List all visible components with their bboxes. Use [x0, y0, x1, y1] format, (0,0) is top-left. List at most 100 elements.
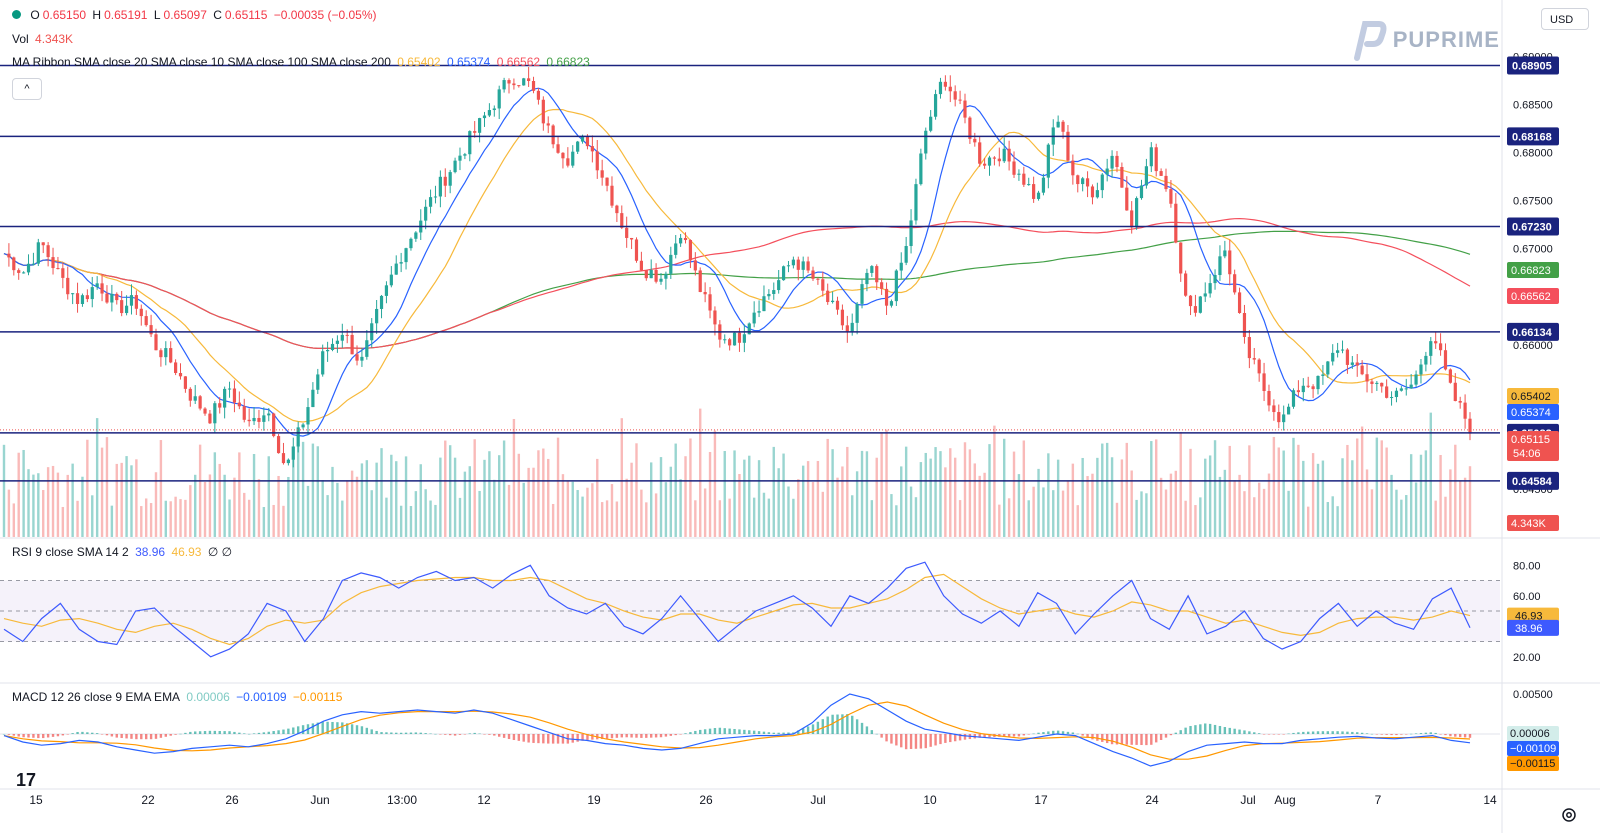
candle-body	[188, 388, 192, 401]
candle-body	[576, 141, 580, 152]
candle-body	[1184, 273, 1188, 296]
level-tag	[1507, 217, 1559, 236]
candle-body	[615, 205, 619, 214]
macd-histogram-bar	[17, 734, 20, 737]
volume-bar	[914, 497, 918, 537]
volume-bar	[1096, 457, 1099, 537]
macd-histogram-bar	[1454, 734, 1457, 737]
macd-histogram-bar	[929, 734, 932, 747]
macd-histogram-bar	[7, 734, 11, 735]
macd-histogram-bar	[292, 727, 295, 734]
macd-histogram-bar	[1223, 727, 1227, 734]
candle-body	[664, 273, 668, 279]
candle-body	[826, 290, 830, 303]
macd-histogram-bar	[380, 732, 383, 734]
volume-bar	[360, 463, 364, 537]
volume-bar	[1360, 426, 1364, 537]
candle-body	[208, 413, 212, 424]
volume-bar	[1194, 505, 1197, 537]
candle-body	[654, 269, 658, 282]
macd-histogram-value: 0.00006	[186, 690, 230, 704]
volume-bar	[988, 444, 991, 537]
macd-histogram-bar	[375, 730, 378, 734]
macd-histogram-bar	[174, 734, 177, 735]
volume-bar	[836, 477, 839, 537]
macd-histogram-bar	[395, 732, 398, 734]
level-tag-label: 0.68168	[1512, 131, 1552, 143]
macd-histogram-bar	[787, 732, 790, 734]
candle-body	[1443, 350, 1448, 370]
volume-bar	[1086, 476, 1089, 537]
candle-body	[1032, 184, 1036, 199]
volume-bar	[1356, 438, 1359, 537]
volume-bar	[223, 474, 226, 537]
macd-histogram-bar	[870, 730, 874, 734]
macd-histogram-bar	[1061, 731, 1065, 734]
volume-bar	[748, 455, 751, 537]
volume-bar	[1145, 493, 1148, 537]
candle-body	[345, 334, 349, 336]
volume-bar	[1052, 490, 1055, 537]
candle-body	[468, 131, 472, 155]
volume-bar	[458, 497, 462, 537]
volume-bar	[1351, 460, 1354, 537]
time-tick-label: 26	[699, 793, 713, 807]
level-tag	[1507, 322, 1559, 341]
volume-bar	[713, 430, 717, 537]
volume-bar	[699, 408, 702, 537]
settings-gear-icon[interactable]	[1560, 806, 1578, 824]
macd-histogram-bar	[243, 733, 246, 734]
candle-body	[590, 146, 594, 152]
volume-bar	[762, 492, 766, 537]
candle-body	[777, 280, 781, 291]
candle-body	[723, 339, 727, 341]
candle-body	[737, 332, 742, 343]
price-axis[interactable]: 0.690000.685000.680000.675000.670000.665…	[1507, 51, 1559, 771]
macd-histogram-bar	[257, 732, 261, 734]
candle-body	[365, 340, 369, 357]
volume-bar	[733, 450, 736, 537]
candle-body	[522, 78, 526, 86]
macd-histogram-bar	[522, 734, 525, 742]
candle-body	[1095, 190, 1099, 198]
macd-histogram-bar	[1047, 731, 1050, 734]
volume-bar	[135, 459, 138, 537]
candle-body	[1198, 296, 1202, 313]
volume-bar	[404, 456, 408, 537]
currency-selector[interactable]: USD	[1541, 8, 1589, 30]
candle-body	[884, 288, 889, 306]
collapse-legend-button[interactable]: ^	[12, 78, 42, 100]
volume-bar	[1150, 441, 1153, 537]
candle-body	[1174, 203, 1178, 243]
macd-histogram-bar	[1326, 731, 1330, 734]
candle-body	[1306, 385, 1310, 387]
macd-histogram-bar	[301, 725, 305, 734]
candle-body	[1262, 373, 1266, 392]
volume-bar	[478, 490, 481, 537]
candle-body	[404, 248, 408, 263]
candle-body	[316, 374, 320, 390]
volume-bar	[556, 437, 560, 537]
volume-bar	[1316, 463, 1320, 537]
candle-body	[1316, 375, 1320, 390]
candle-body	[115, 293, 119, 301]
macd-histogram-bar	[885, 734, 888, 742]
macd-histogram-bar	[1150, 734, 1153, 745]
candle-body	[242, 406, 246, 420]
macd-histogram-bar	[1110, 734, 1114, 745]
candle-body	[124, 305, 129, 314]
volume-bar	[233, 477, 236, 537]
candle-body	[1022, 173, 1026, 185]
candle-body	[1252, 358, 1256, 360]
macd-histogram-bar	[674, 734, 677, 736]
volume-bar	[218, 463, 221, 537]
price-tick-label: 0.67500	[1513, 196, 1553, 208]
volume-bar	[1184, 500, 1187, 537]
volume-bar	[292, 453, 295, 537]
macd-histogram-bar	[66, 734, 69, 735]
low-value: 0.65097	[163, 8, 207, 22]
time-axis[interactable]: 15 22 26 Jun 13:00 12 19 26 Jul 10 17 24 Jul Aug 7 14	[29, 793, 1497, 807]
macd-histogram-bar	[1380, 734, 1383, 735]
volume-bar	[983, 472, 986, 537]
